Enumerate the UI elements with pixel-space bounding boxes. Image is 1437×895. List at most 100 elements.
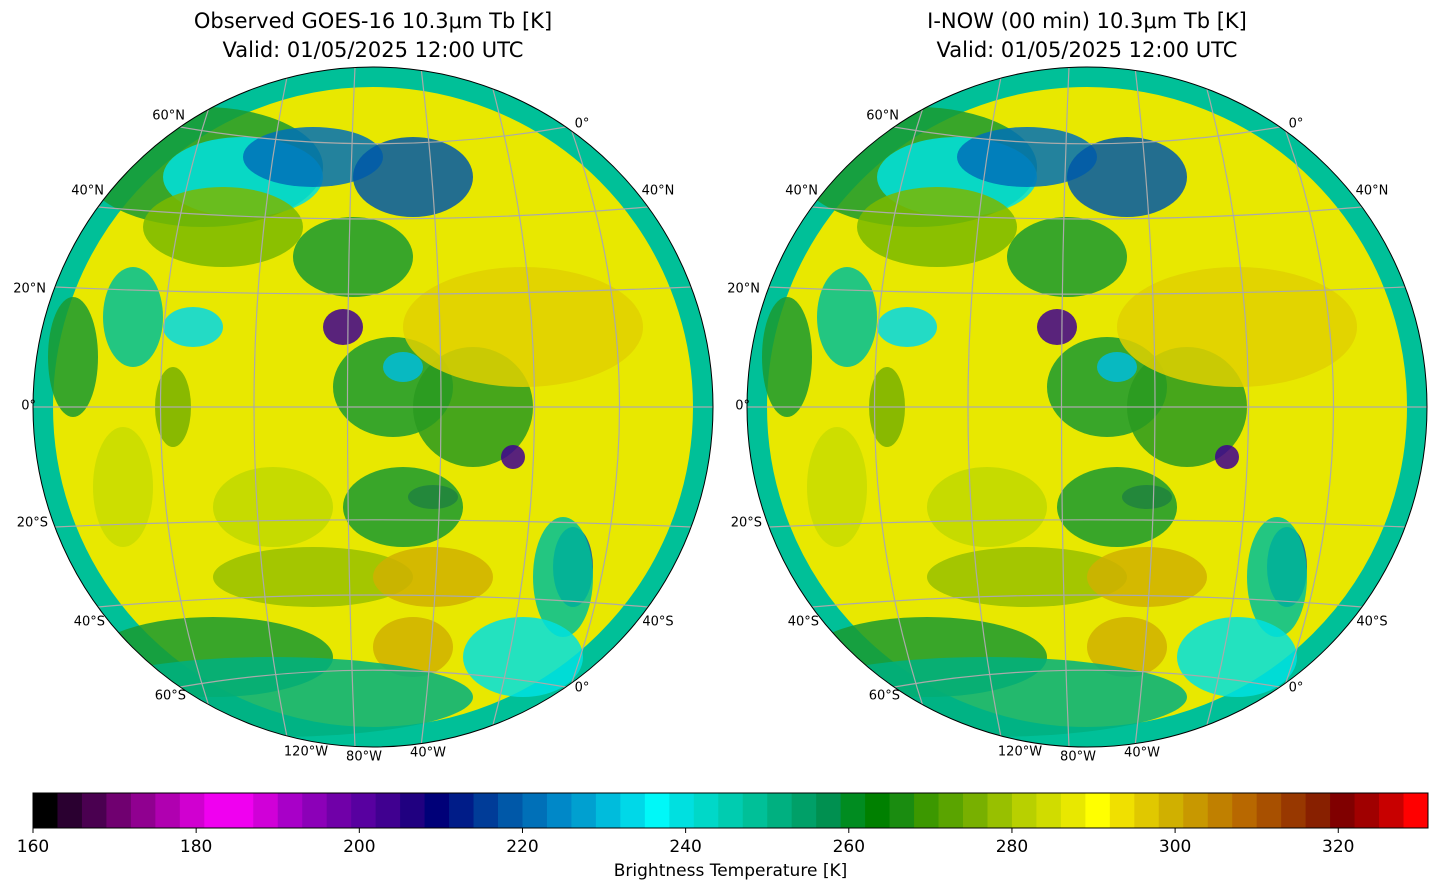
colorbar-segment xyxy=(1403,793,1429,828)
graticule-label: 40°N xyxy=(785,184,818,199)
cloud-region xyxy=(1215,445,1239,469)
cloud-region xyxy=(927,467,1047,547)
colorbar-segment xyxy=(33,793,58,828)
colorbar-segment xyxy=(938,793,964,828)
tick-label: 160 xyxy=(17,837,49,857)
longitude-line xyxy=(159,67,224,747)
colorbar-segment xyxy=(1183,793,1209,828)
colorbar-segment xyxy=(595,793,621,828)
latitude-line xyxy=(54,519,692,528)
colorbar-segment xyxy=(522,793,548,828)
graticule-label: 80°W xyxy=(1060,750,1096,765)
cloud-region xyxy=(927,547,1127,607)
tick-label: 320 xyxy=(1322,837,1354,857)
cloud-region xyxy=(762,297,812,417)
cloud-region xyxy=(1247,517,1307,637)
graticule-label: 0° xyxy=(575,117,590,132)
colorbar-segment xyxy=(1109,793,1135,828)
cloud-region xyxy=(533,517,593,637)
latitude-line xyxy=(180,126,566,145)
colorbar-segment xyxy=(302,793,328,828)
colorbar-segment xyxy=(767,793,793,828)
cloud-region xyxy=(877,307,937,347)
graticule-label: 60°S xyxy=(155,689,186,704)
longitude-line xyxy=(967,67,1004,747)
latitude-line xyxy=(180,669,566,688)
colorbar-segment xyxy=(1060,793,1086,828)
longitude-line xyxy=(1260,67,1335,747)
latitude-line xyxy=(768,519,1406,528)
graticule-label: 40°S xyxy=(788,615,819,630)
colorbar-segment xyxy=(498,793,523,828)
graticule-label: 20°N xyxy=(727,282,760,297)
colorbar-segment xyxy=(449,793,475,828)
latitude-line xyxy=(768,286,1406,295)
longitude-line xyxy=(1134,67,1156,747)
tick-label: 240 xyxy=(669,837,701,857)
colorbar-segment xyxy=(1379,793,1405,828)
globe-edge xyxy=(746,66,1428,748)
panel-subtitle: Valid: 01/05/2025 12:00 UTC xyxy=(223,38,524,62)
latitude-line xyxy=(894,669,1280,688)
panel-title: Observed GOES-16 10.3μm Tb [K] xyxy=(194,9,552,33)
colorbar-segment xyxy=(1305,793,1331,828)
longitude-line xyxy=(546,67,621,747)
cloud-region xyxy=(957,127,1097,187)
colorbar-segment xyxy=(57,793,83,828)
latitude-line xyxy=(894,126,1280,145)
latitude-line xyxy=(97,594,649,608)
cloud-region xyxy=(1117,267,1357,387)
colorbar-segment xyxy=(1011,793,1037,828)
graticule-label: 0° xyxy=(735,399,750,414)
cloud-region xyxy=(383,352,423,382)
colorbar-segment xyxy=(1354,793,1380,828)
colorbar-segment xyxy=(963,793,988,828)
cloud-region xyxy=(787,657,1187,737)
colorbar-segment xyxy=(889,793,915,828)
colorbar-segment xyxy=(644,793,670,828)
cloud-region xyxy=(857,187,1017,267)
latitude-line xyxy=(811,594,1363,608)
colorbar-segment xyxy=(1134,793,1160,828)
colorbar-segment xyxy=(204,793,230,828)
cloud-region xyxy=(1087,547,1207,607)
colorbar-segment xyxy=(669,793,695,828)
tick-label: 260 xyxy=(833,837,865,857)
latitude-line xyxy=(97,206,649,220)
cloud-region xyxy=(103,267,163,367)
longitude-line xyxy=(873,67,938,747)
colorbar-segment xyxy=(1281,793,1307,828)
cloud-region xyxy=(343,467,463,547)
graticule-label: 120°W xyxy=(284,745,328,760)
cloud-region xyxy=(1037,309,1077,345)
colorbar-segment xyxy=(400,793,426,828)
tick-label: 280 xyxy=(996,837,1028,857)
graticule-label: 40°S xyxy=(74,615,105,630)
cloud-region xyxy=(93,427,153,547)
colorbar-segment xyxy=(840,793,866,828)
tick-label: 180 xyxy=(180,837,212,857)
cloud-region xyxy=(143,187,303,267)
colorbar-segment xyxy=(228,793,254,828)
tick-label: 220 xyxy=(506,837,538,857)
cloud-region xyxy=(807,427,867,547)
longitude-line xyxy=(1200,67,1250,747)
graticule-label: 40°S xyxy=(1356,615,1387,630)
graticule-label: 60°S xyxy=(869,689,900,704)
longitude-line xyxy=(420,67,442,747)
colorbar-segment xyxy=(620,793,646,828)
colorbar-segment xyxy=(546,793,572,828)
colorbar-segment xyxy=(130,793,156,828)
graticule-label: 120°W xyxy=(998,745,1042,760)
graticule-label: 40°S xyxy=(642,615,673,630)
colorbar-segment xyxy=(351,793,377,828)
colorbar-segment xyxy=(473,793,499,828)
cloud-region xyxy=(293,217,413,297)
tick-label: 300 xyxy=(1159,837,1191,857)
graticule-label: 80°W xyxy=(346,750,382,765)
cloud-region xyxy=(373,547,493,607)
graticule-label: 40°N xyxy=(642,184,675,199)
graticule-label: 0° xyxy=(1289,681,1304,696)
graticule-label: 60°N xyxy=(866,109,899,124)
graticule-label: 20°N xyxy=(13,282,46,297)
